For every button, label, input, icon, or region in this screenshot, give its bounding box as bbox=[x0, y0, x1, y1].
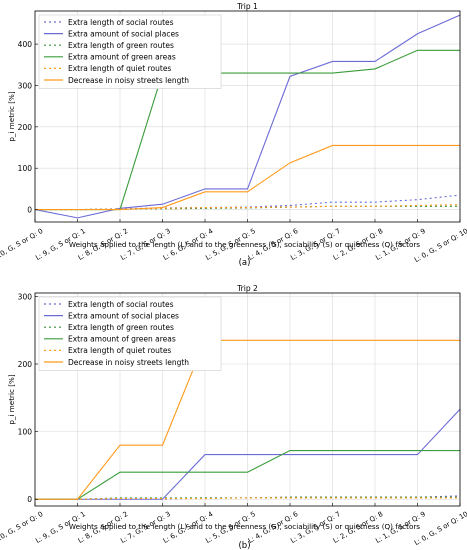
series-line bbox=[34, 14, 461, 219]
chart-panel-trip-1: 0100200300400L: 10, G, S or Q: 0L: 9, G,… bbox=[0, 2, 467, 268]
y-tick-label: 300 bbox=[18, 81, 33, 90]
legend-label: Decrease in noisy streets length bbox=[68, 76, 189, 85]
legend-label: Extra length of green routes bbox=[68, 41, 174, 50]
series-line bbox=[35, 339, 460, 500]
legend-label: Extra amount of green areas bbox=[68, 335, 176, 344]
panel-caption: (a) bbox=[239, 258, 251, 268]
series-line bbox=[35, 497, 460, 500]
chart-title: Trip 1 bbox=[236, 2, 258, 11]
y-tick-label: 100 bbox=[18, 164, 33, 173]
legend-label: Extra amount of green areas bbox=[68, 53, 176, 62]
x-axis-label: Weights applied to the length (L) and to… bbox=[69, 522, 420, 531]
y-axis-label: p_i metric [%] bbox=[7, 91, 16, 142]
y-tick-label: 0 bbox=[27, 495, 32, 504]
y-tick-label: 200 bbox=[18, 123, 33, 132]
legend-label: Extra length of social routes bbox=[68, 18, 174, 27]
panel-caption: (b) bbox=[238, 541, 250, 550]
x-axis-label: Weights applied to the length (L) and to… bbox=[69, 240, 420, 249]
y-tick-label: 400 bbox=[18, 40, 33, 49]
legend-label: Extra length of quiet routes bbox=[68, 64, 171, 73]
y-tick-label: 300 bbox=[18, 292, 33, 301]
series-line bbox=[35, 144, 460, 211]
chart-panel-trip-2: 0100200300L: 10, G, S or Q: 0L: 9, G, S … bbox=[0, 284, 467, 550]
legend-label: Extra length of quiet routes bbox=[68, 346, 171, 355]
legend: Extra length of social routes Extra amoun… bbox=[38, 14, 222, 89]
y-tick-label: 200 bbox=[18, 360, 33, 369]
y-tick-label: 0 bbox=[27, 206, 32, 215]
legend-box bbox=[38, 296, 222, 371]
legend-label: Extra length of social routes bbox=[68, 300, 174, 309]
series-line bbox=[35, 449, 460, 500]
legend-box bbox=[38, 14, 222, 89]
legend-label: Extra amount of social places bbox=[68, 29, 179, 38]
y-tick-label: 100 bbox=[18, 428, 33, 437]
legend-label: Extra length of green routes bbox=[68, 323, 174, 332]
y-axis-label: p_i metric [%] bbox=[7, 374, 16, 425]
legend: Extra length of social routes Extra amoun… bbox=[38, 296, 222, 371]
legend-label: Extra amount of social places bbox=[68, 311, 179, 320]
chart-title: Trip 2 bbox=[236, 284, 258, 293]
legend-label: Decrease in noisy streets length bbox=[68, 358, 189, 367]
